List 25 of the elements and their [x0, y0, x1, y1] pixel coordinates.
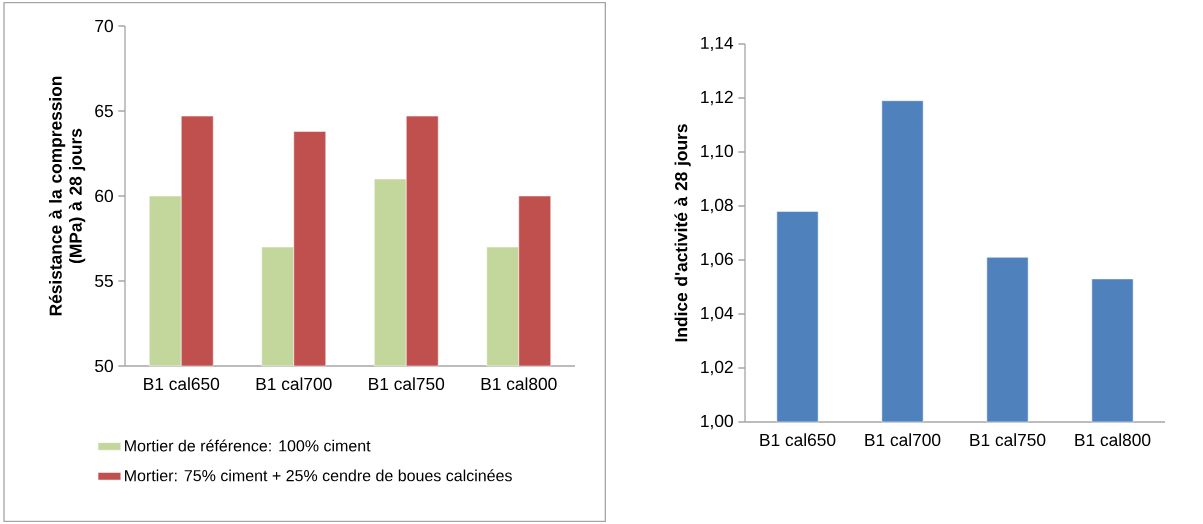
y-tick-label: 1,14: [701, 36, 734, 52]
y-tick-label: 65: [95, 104, 113, 118]
x-tick-label: B1 cal700: [256, 377, 332, 391]
x-tick-label: B1 cal650: [144, 377, 220, 391]
legend-label: Mortier: 75% ciment + 25% cendre de boues calcinées: [125, 469, 512, 482]
y-tick-label: 1,10: [701, 144, 733, 160]
y-tick-label: 50: [95, 359, 113, 373]
y-tick-label: 1,12: [701, 90, 733, 106]
y-tick-label: 1,00: [701, 414, 733, 430]
y-tick-label: 1,02: [701, 360, 733, 376]
x-tick-label: B1 cal650: [760, 433, 836, 447]
x-tick-label: B1 cal800: [1075, 433, 1151, 447]
y-axis-title: Indice d'activité à 28 jours: [674, 124, 691, 342]
x-tick-label: B1 cal800: [481, 377, 557, 391]
y-tick-label: 1,06: [701, 252, 733, 268]
y-tick-label: 70: [95, 19, 113, 33]
x-tick-label: B1 cal700: [865, 433, 941, 447]
y-tick-label: 1,08: [701, 198, 733, 214]
x-tick-label: B1 cal750: [369, 377, 445, 391]
y-axis-title: Résistance à la compression (MPa) à 28 jours: [48, 76, 86, 316]
y-tick-label: 60: [95, 189, 113, 203]
x-tick-label: B1 cal750: [970, 433, 1046, 447]
y-tick-label: 55: [95, 274, 113, 288]
y-tick-label: 1,04: [701, 306, 734, 322]
legend-label: Mortier de référence: 100% ciment: [125, 439, 371, 452]
